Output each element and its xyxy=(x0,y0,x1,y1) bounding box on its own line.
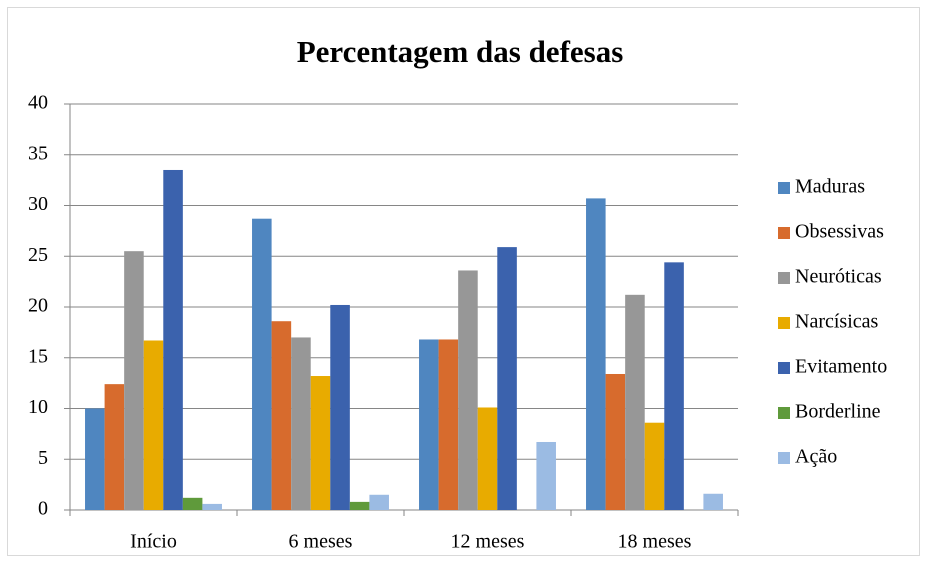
legend-swatch xyxy=(778,272,790,284)
bar xyxy=(182,497,203,510)
legend-swatch xyxy=(778,182,790,194)
y-tick-label: 40 xyxy=(28,92,48,114)
legend-swatch xyxy=(778,317,790,329)
bar xyxy=(586,198,606,510)
bar xyxy=(605,373,626,510)
x-tick-label: Início xyxy=(130,531,177,553)
legend-label: Obsessivas xyxy=(795,221,884,243)
legend-label: Neuróticas xyxy=(795,266,882,288)
y-tick-label: 25 xyxy=(28,244,48,266)
bar xyxy=(104,384,125,510)
bar xyxy=(291,337,311,510)
chart-title: Percentagem das defesas xyxy=(297,34,624,69)
legend-label: Narcísicas xyxy=(795,311,879,333)
y-tick-label: 5 xyxy=(38,447,48,469)
bar xyxy=(252,218,272,510)
bar xyxy=(369,494,389,510)
bar xyxy=(349,501,370,510)
legend-label: Maduras xyxy=(795,176,865,198)
bar xyxy=(163,169,183,510)
x-tick-label: 12 meses xyxy=(451,531,525,553)
bar xyxy=(310,376,331,510)
x-tick-label: 6 meses xyxy=(289,531,353,553)
bar xyxy=(124,251,144,511)
bar xyxy=(202,503,222,510)
bar xyxy=(644,422,665,510)
bar xyxy=(419,339,439,510)
bar xyxy=(664,262,684,510)
legend-label: Ação xyxy=(795,446,837,468)
y-tick-label: 20 xyxy=(28,295,48,317)
legend-label: Borderline xyxy=(795,401,881,423)
bar xyxy=(458,270,478,510)
bar xyxy=(497,247,517,511)
bar xyxy=(477,407,498,510)
y-tick-label: 15 xyxy=(28,345,48,367)
y-tick-label: 0 xyxy=(38,498,48,520)
bar xyxy=(330,304,350,510)
bar xyxy=(271,321,292,510)
y-tick-label: 10 xyxy=(28,396,48,418)
bar xyxy=(143,340,164,510)
bar xyxy=(625,294,645,510)
bar xyxy=(85,408,105,510)
y-tick-label: 35 xyxy=(28,142,48,164)
bar xyxy=(703,493,723,510)
bar xyxy=(536,441,556,510)
x-tick-label: 18 meses xyxy=(618,531,692,553)
bar xyxy=(438,339,459,510)
legend-label: Evitamento xyxy=(795,356,887,378)
legend-swatch xyxy=(778,452,790,464)
legend-swatch xyxy=(778,407,790,419)
y-tick-label: 30 xyxy=(28,193,48,215)
legend-swatch xyxy=(778,227,790,239)
legend-swatch xyxy=(778,362,790,374)
